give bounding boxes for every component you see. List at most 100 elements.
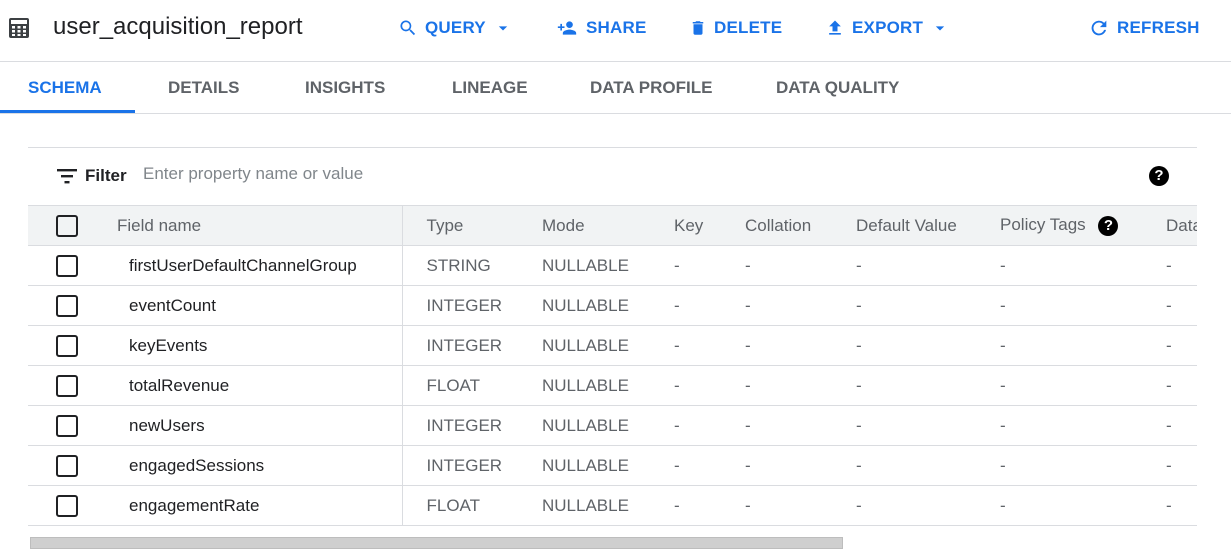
active-tab-indicator [0,110,135,113]
column-header[interactable]: Default Value [832,205,976,246]
row-select-cell [28,325,102,366]
filter-label: Filter [85,166,127,185]
tab-insights[interactable]: INSIGHTS [305,78,386,97]
cell: - [650,285,721,326]
help-icon[interactable]: ? [1098,215,1119,236]
tab-lineage[interactable]: LINEAGE [452,78,528,97]
column-header[interactable]: Collation [721,205,832,246]
cell: - [976,325,1142,366]
tab-data-profile[interactable]: DATA PROFILE [590,78,713,97]
row-checkbox[interactable] [56,454,78,477]
cell: - [650,245,721,286]
cell: STRING [401,245,518,286]
column-header[interactable]: Mode [518,205,650,246]
filter-input[interactable] [143,164,743,184]
cell: - [832,485,976,526]
cell: - [1142,405,1197,446]
cell: NULLABLE [518,285,650,326]
chevron-down-icon [935,26,945,31]
row-checkbox[interactable] [56,494,78,517]
field-name: engagedSessions [102,445,402,486]
toolbar: user_acquisition_report QUERY SHARE DELE… [0,0,1231,62]
cell: - [721,365,832,406]
table-icon [9,18,29,38]
search-icon [400,20,416,36]
cell: - [650,405,721,446]
column-header[interactable]: Key [650,205,721,246]
query-button[interactable]: QUERY [398,17,513,39]
add-person-icon [557,21,577,35]
field-name: firstUserDefaultChannelGroup [102,245,402,286]
cell: NULLABLE [518,325,650,366]
row-checkbox[interactable] [56,334,78,357]
cell: NULLABLE [518,445,650,486]
table-row[interactable]: engagedSessions INTEGER NULLABLE - - - - - [28,445,1197,486]
cell: - [832,365,976,406]
cell: - [650,325,721,366]
cell: - [976,285,1142,326]
cell: - [721,485,832,526]
cell: - [832,405,976,446]
field-name: newUsers [102,405,402,446]
cell: - [721,285,832,326]
column-header[interactable]: Data [1142,205,1197,246]
cell: - [832,245,976,286]
table-row[interactable]: firstUserDefaultChannelGroup STRING NULLAB… [28,245,1197,286]
cell: NULLABLE [518,485,650,526]
table-row[interactable]: eventCount INTEGER NULLABLE - - - - - [28,285,1197,326]
cell: INTEGER [401,405,518,446]
tab-details[interactable]: DETAILS [168,78,240,97]
refresh-label: REFRESH [1117,18,1200,37]
cell: INTEGER [401,325,518,366]
horizontal-scrollbar[interactable] [30,537,843,549]
cell: - [1142,485,1197,526]
cell: - [721,405,832,446]
filter-bar: Filter ? [28,147,1197,205]
cell: NULLABLE [518,365,650,406]
table-row[interactable]: newUsers INTEGER NULLABLE - - - - - [28,405,1197,446]
cell: - [976,485,1142,526]
column-header[interactable]: Type [401,205,518,246]
row-checkbox[interactable] [56,414,78,437]
table-row[interactable]: totalRevenue FLOAT NULLABLE - - - - - [28,365,1197,406]
table-row[interactable]: keyEvents INTEGER NULLABLE - - - - - [28,325,1197,366]
row-select-cell [28,245,102,286]
tab-bar: SCHEMA DETAILS INSIGHTS LINEAGE DATA PRO… [0,62,1231,114]
help-icon[interactable]: ? [1149,166,1169,186]
row-checkbox[interactable] [56,254,78,277]
tab-data-quality[interactable]: DATA QUALITY [776,78,900,97]
cell: - [976,405,1142,446]
cell: - [1142,285,1197,326]
share-button[interactable]: SHARE [555,17,647,39]
cell: NULLABLE [518,405,650,446]
export-button[interactable]: EXPORT [825,17,950,39]
tab-schema[interactable]: SCHEMA [28,78,102,97]
filter-icon [57,169,77,184]
query-label: QUERY [425,18,486,37]
upload-icon [829,20,841,35]
row-select-cell [28,365,102,406]
row-checkbox[interactable] [56,374,78,397]
select-all-checkbox[interactable] [56,214,78,237]
row-select-cell [28,485,102,526]
policy-tags-label: Policy Tags [1000,215,1086,235]
cell: - [976,245,1142,286]
field-name: engagementRate [102,485,402,526]
cell: - [1142,445,1197,486]
refresh-button[interactable]: REFRESH [1088,17,1200,39]
row-select-cell [28,405,102,446]
field-name: eventCount [102,285,402,326]
cell: NULLABLE [518,245,650,286]
cell: - [721,245,832,286]
table-row[interactable]: engagementRate FLOAT NULLABLE - - - - - [28,485,1197,526]
delete-button[interactable]: DELETE [689,17,782,39]
column-header[interactable]: Field name [102,205,402,246]
cell: - [650,365,721,406]
table-header-row: Field name Type Mode Key Collation Defau… [28,205,1197,246]
cell: - [832,445,976,486]
cell: FLOAT [401,485,518,526]
column-header[interactable]: Policy Tags ? [976,205,1142,246]
cell: - [1142,365,1197,406]
row-checkbox[interactable] [56,294,78,317]
cell: INTEGER [401,285,518,326]
